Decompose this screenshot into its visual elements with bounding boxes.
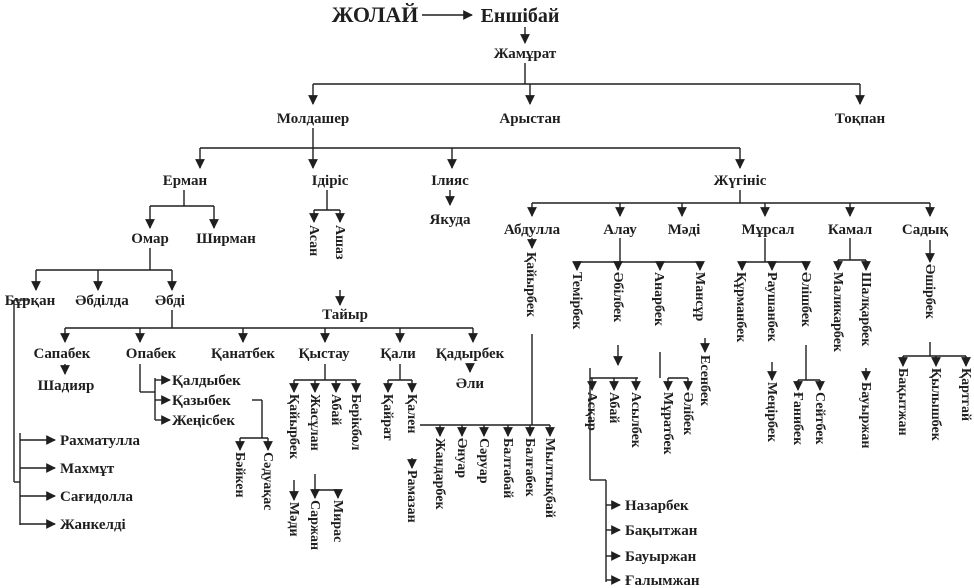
- node-kanatbek: Қанатбек: [211, 346, 275, 362]
- node-ganibek: Ғанибек: [790, 392, 805, 446]
- node-burkan: Бұрқан: [5, 293, 56, 309]
- node-kairbek-k: Қайырбек: [286, 394, 301, 460]
- node-shadiyar: Шадияр: [38, 378, 95, 394]
- node-ali: Әли: [456, 376, 484, 392]
- node-bakytzhan-v: Бақытжан: [895, 368, 910, 436]
- node-esenbek: Есенбек: [697, 355, 712, 407]
- node-anarbek: Анарбек: [651, 272, 666, 327]
- node-bakytzhan: Бақытжан: [625, 523, 698, 539]
- node-sapabek: Сапабек: [34, 346, 91, 362]
- node-abilbek: Әбілбек: [610, 272, 625, 323]
- node-temirbek: Темірбек: [569, 272, 584, 330]
- node-sarzhan: Саржан: [307, 500, 322, 550]
- node-sagidolla: Сағидолла: [60, 489, 134, 505]
- node-raushanbek: Раушанбек: [764, 272, 779, 343]
- node-yakuda: Якуда: [430, 212, 471, 228]
- node-kazybek: Қазыбек: [172, 393, 231, 409]
- node-rakhmatulla: Рахматулла: [60, 433, 141, 449]
- node-makhmut: Махмұт: [60, 461, 115, 477]
- node-kali: Қали: [380, 346, 416, 362]
- node-myltykbai: Мылтықбай: [542, 438, 557, 518]
- node-kartgai: Қартгай: [958, 368, 973, 421]
- node-abdilda: Әбділда: [75, 293, 129, 309]
- node-ashaz: Ашаз: [332, 225, 347, 260]
- node-kurmanbek: Құрманбек: [733, 272, 748, 343]
- node-askar: Асқар: [584, 392, 599, 431]
- node-shalkarbek: Шалқарбек: [858, 272, 873, 347]
- node-omar: Омар: [131, 231, 169, 247]
- node-arystan: Арыстан: [499, 111, 561, 127]
- node-abai1: Абай: [328, 394, 343, 425]
- node-madi2: Мәди: [286, 502, 301, 537]
- node-mursal: Мұрсал: [742, 222, 795, 238]
- node-asylbek: Асылбек: [628, 392, 643, 449]
- node-abai2: Абай: [606, 392, 621, 423]
- node-alibek: Әлібек: [680, 392, 695, 436]
- node-kystau: Қыстау: [298, 346, 350, 362]
- node-zhandarbek: Жандарбек: [432, 438, 447, 510]
- node-zhenisbek: Жеңісбек: [172, 413, 235, 429]
- node-bauyrzhan-s: Бауыржан: [858, 382, 873, 448]
- node-zhankeldi: Жанкелді: [60, 517, 126, 533]
- node-abdulla: Абдулла: [504, 222, 561, 238]
- node-ramazan: Рамазан: [404, 470, 419, 523]
- node-idiris: Ідіріс: [312, 173, 349, 189]
- node-muratbek: Мұратбек: [660, 392, 675, 456]
- node-abdi: Әбді: [155, 293, 185, 309]
- node-alau: Алау: [603, 222, 637, 238]
- node-kaiyrbek: Қайырбек: [523, 252, 538, 318]
- node-bauyrzhan: Бауыржан: [625, 549, 697, 565]
- node-iliyas: Ілияс: [431, 173, 469, 189]
- node-kylyshbek: Қылышбек: [928, 368, 943, 442]
- node-mansur: Мансұр: [692, 272, 707, 321]
- node-zhuginis: Жүгініс: [714, 173, 767, 189]
- node-enshibai: Еншібай: [481, 5, 560, 27]
- node-saryar: Сәруар: [476, 438, 491, 484]
- connector-lines: [13, 10, 971, 585]
- node-tokpan: Тоқпан: [835, 111, 886, 127]
- node-sadyk: Садық: [902, 222, 949, 238]
- node-opabek: Опабек: [126, 346, 177, 362]
- node-moldasher: Молдашер: [277, 111, 349, 127]
- node-malikarbek: Маликарбек: [830, 272, 845, 353]
- node-zhasulan: Жасұлан: [307, 394, 322, 451]
- node-baiken: Бәйкен: [232, 452, 247, 498]
- node-menirbek: Меңірбек: [764, 382, 779, 443]
- node-shyrman: Ширман: [196, 231, 256, 247]
- node-kaldybek: Қалдыбек: [172, 373, 241, 389]
- node-asan: Асан: [306, 225, 321, 256]
- node-taiyr: Тайыр: [322, 307, 368, 323]
- node-nazarbek: Назарбек: [625, 498, 689, 514]
- node-seitbek: Сейтбек: [812, 392, 827, 445]
- node-baltabai: Балтабай: [500, 438, 515, 498]
- node-madi: Мәді: [668, 222, 701, 238]
- node-saduakas: Сәдуақас: [260, 452, 275, 511]
- node-kamal: Камал: [828, 222, 873, 238]
- node-anuar: Әнуар: [454, 438, 469, 478]
- node-zholai: ЖОЛАЙ: [332, 2, 419, 27]
- node-berikbol: Берікбол: [348, 394, 363, 450]
- node-alishbek: Әлішбек: [798, 272, 813, 328]
- node-galymzhan: Ғалымжан: [625, 573, 700, 588]
- node-kairat: Қайрат: [380, 394, 395, 441]
- node-miras: Мирас: [330, 500, 345, 542]
- node-erman: Ерман: [163, 173, 208, 189]
- node-kalen: Қален: [404, 394, 419, 433]
- node-kadyrbek: Қадырбек: [436, 346, 505, 362]
- node-baltabek: Балғабек: [522, 438, 537, 498]
- node-zhamurat: Жамұрат: [494, 46, 557, 62]
- node-ashirbek: Әшірбек: [922, 264, 937, 320]
